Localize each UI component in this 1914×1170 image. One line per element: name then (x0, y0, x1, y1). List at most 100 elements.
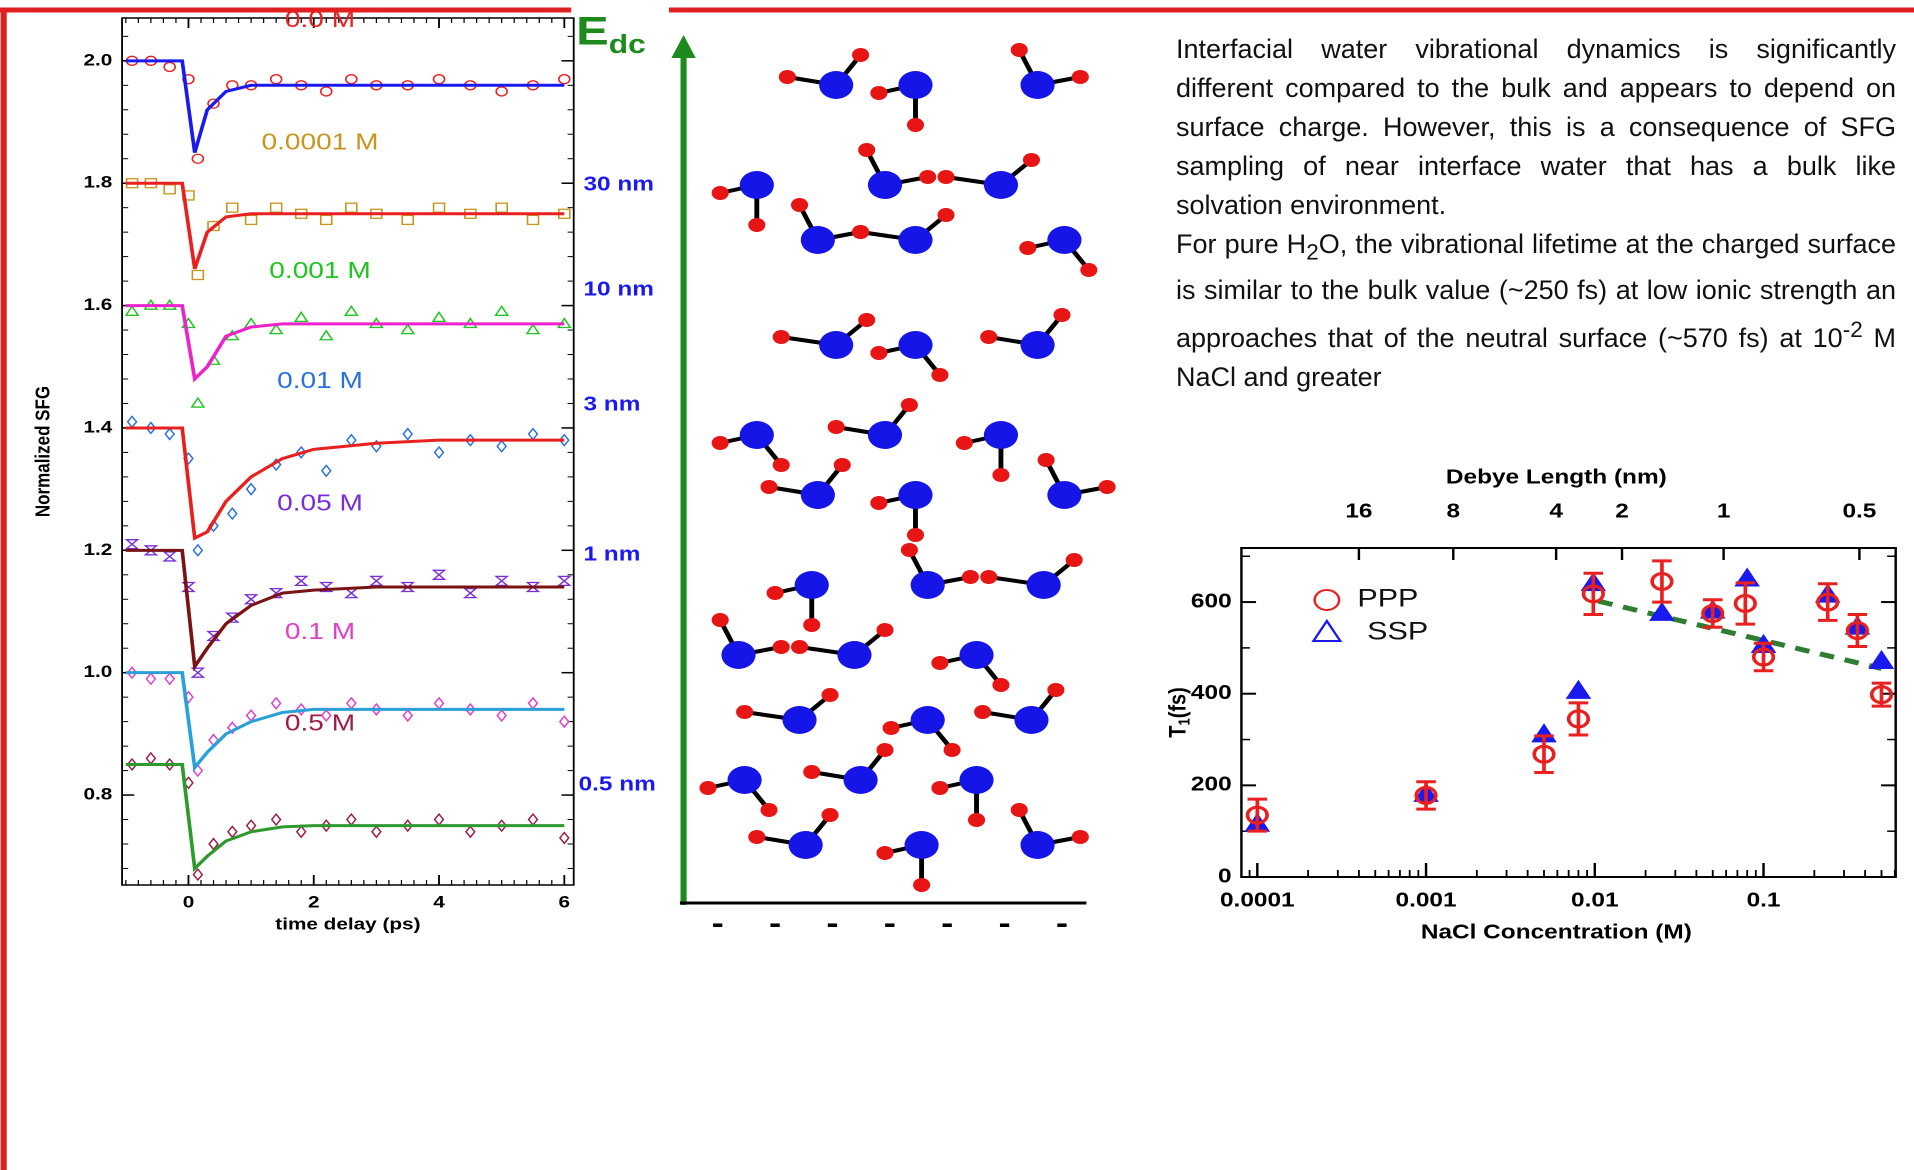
distance-label: 10 nm (583, 277, 654, 299)
text: M NaCl and greater (1176, 323, 1896, 393)
hydrogen-atom (992, 468, 1010, 482)
hydrogen-atom (766, 586, 784, 600)
oxygen-atom (904, 831, 939, 859)
marker (343, 304, 359, 316)
line (125, 762, 565, 873)
hydrogen-atom (870, 496, 888, 510)
marker (163, 61, 176, 73)
y-axis-label-part: 1 (1176, 718, 1194, 725)
surface-charge: - (941, 907, 953, 940)
distance-label: 0.5 nm (579, 772, 656, 794)
marker (1869, 685, 1894, 705)
field-symbol: E (576, 10, 609, 54)
line (125, 304, 565, 383)
hydrogen-atom (748, 830, 766, 844)
superscript: -2 (1842, 317, 1863, 343)
marker (496, 439, 508, 453)
x2-tick-label: 8 (1446, 499, 1460, 521)
hydrogen-atom (1047, 683, 1065, 697)
hydrogen-atom (833, 458, 851, 472)
subscript: 2 (1306, 239, 1319, 265)
marker (494, 575, 510, 587)
hydrogen-atom (955, 436, 973, 450)
x2-tick-label: 16 (1345, 499, 1372, 521)
hydrogen-atom (937, 208, 955, 222)
marker (558, 433, 570, 447)
hydrogen-atom (790, 198, 809, 212)
hydrogen-atom (876, 623, 894, 637)
marker (527, 427, 539, 441)
marker (145, 421, 157, 435)
marker (527, 696, 539, 710)
surface-charge: - (826, 907, 838, 940)
oxygen-atom (898, 331, 933, 359)
hydrogen-atom (943, 743, 961, 757)
oxygen-atom (843, 766, 878, 794)
surface-charge: - (1056, 907, 1068, 940)
marker (1532, 744, 1556, 764)
hydrogen-atom (1010, 43, 1028, 57)
marker (558, 74, 571, 85)
x-axis-label: NaCl Concentration (M) (1421, 920, 1692, 942)
hydrogen-atom (1010, 803, 1028, 817)
hydrogen-atom (931, 368, 949, 382)
hydrogen-atom (858, 313, 876, 327)
legend-label: PPP (1357, 584, 1418, 612)
oxygen-atom (782, 706, 817, 734)
marker (143, 545, 159, 556)
marker (207, 220, 220, 232)
hydrogen-atom (906, 528, 925, 542)
hydrogen-atom (858, 143, 876, 157)
oxygen-atom (1020, 331, 1055, 359)
hydrogen-atom (803, 765, 821, 779)
oxygen-atom (910, 571, 945, 599)
field-label: Edc (576, 10, 646, 60)
marker (164, 672, 176, 686)
oxygen-atom (1026, 571, 1061, 599)
series-label: 0.01 M (277, 368, 363, 393)
oxygen-atom (867, 421, 903, 449)
hydrogen-atom (772, 640, 790, 654)
hydrogen-atom (760, 480, 778, 494)
hydrogen-atom (913, 878, 931, 892)
marker (226, 507, 238, 521)
distance-label: 30 nm (583, 172, 654, 194)
oxygen-atom (739, 421, 774, 449)
y-tick-label: 600 (1191, 589, 1232, 611)
marker (162, 551, 178, 562)
marker (295, 825, 307, 839)
marker (1701, 604, 1725, 624)
hydrogen-atom (760, 803, 778, 817)
marker (293, 575, 309, 587)
x2-axis-label: Debye Length (nm) (1446, 465, 1667, 487)
y-tick-label: 1.8 (83, 173, 112, 192)
marker (126, 415, 138, 429)
marker (1313, 589, 1341, 611)
oxygen-atom (794, 571, 829, 599)
marker (320, 708, 332, 723)
marker (402, 708, 414, 723)
marker (243, 594, 259, 605)
y-tick-label: 1.4 (83, 418, 112, 437)
oxygen-atom (1020, 831, 1055, 859)
paragraph: Interfacial water vibrational dynamics i… (1176, 34, 1896, 220)
marker (126, 666, 138, 680)
line (125, 671, 565, 772)
y-tick-label: 0 (1218, 864, 1232, 886)
marker (1816, 592, 1840, 612)
marker (244, 214, 258, 226)
series-label: 0.1 M (285, 619, 355, 644)
marker (1649, 601, 1675, 621)
marker (525, 323, 541, 335)
hydrogen-atom (974, 705, 992, 719)
hydrogen-atom (900, 398, 918, 412)
oxygen-atom (739, 171, 774, 199)
marker (433, 696, 445, 710)
hydrogen-atom (852, 48, 870, 62)
x-tick-label: 0.001 (1396, 888, 1457, 910)
marker (1245, 805, 1269, 825)
marker (368, 575, 384, 587)
marker (345, 696, 357, 710)
oxygen-atom (1047, 481, 1082, 509)
